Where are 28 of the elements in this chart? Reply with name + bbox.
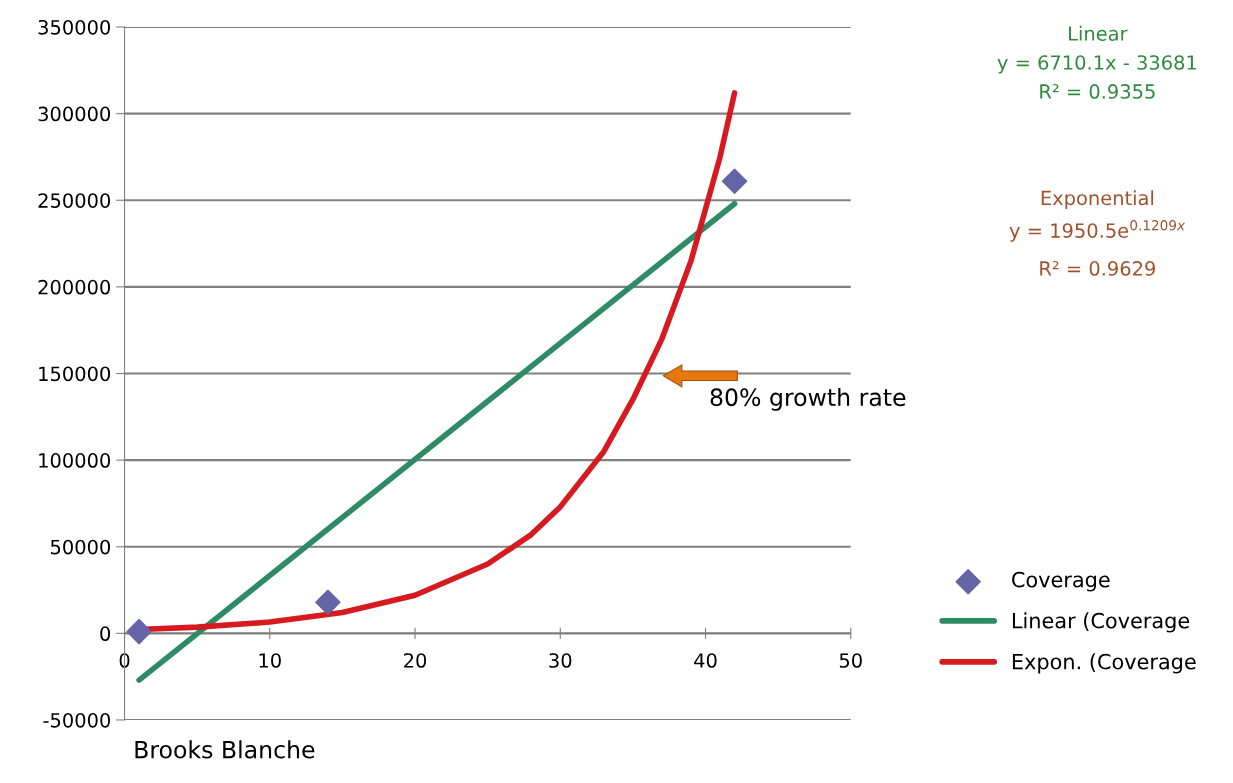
point	[126, 618, 152, 645]
y-tick-label: 300000	[38, 106, 111, 122]
y-tick-label: 350000	[38, 19, 111, 35]
y-tick-label: -50000	[43, 712, 111, 728]
annotation: 80% growth rate	[710, 387, 906, 411]
legend-label: Coverage	[1012, 571, 1110, 592]
y-tick-label: 150000	[39, 366, 111, 382]
y-tick-label: 50000	[50, 539, 111, 555]
x-tick-label: 30	[549, 653, 572, 668]
text: R² = 0.9629	[1040, 261, 1155, 276]
text: R² = 0.9355	[1040, 84, 1155, 99]
y-tick-label: 250000	[38, 193, 111, 208]
legend-label: Linear (Coverage	[1012, 612, 1190, 633]
y-tick-label: 200000	[38, 279, 111, 295]
point	[315, 589, 341, 615]
text: Brooks Blanche	[135, 740, 315, 759]
x-tick-label: 10	[259, 653, 281, 668]
text: Linear	[1069, 25, 1128, 41]
x-tick-label: 20	[404, 653, 427, 668]
x-tick-label: 40	[694, 653, 717, 668]
point	[721, 168, 748, 194]
text: y = 6710.1x - 33681	[997, 55, 1197, 74]
text: Exponential	[1041, 190, 1154, 210]
legend-label: Expon. (Coverage	[1012, 653, 1196, 674]
y-tick-label: 100000	[39, 453, 111, 468]
y-tick-label: 0	[100, 626, 111, 642]
x-tick-label: 50	[839, 653, 862, 668]
text: y = 1950.5e$^{0.1209x}$	[1009, 220, 1186, 242]
